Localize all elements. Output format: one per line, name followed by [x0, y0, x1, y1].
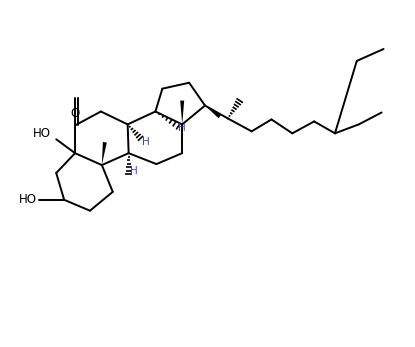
Polygon shape: [205, 105, 221, 118]
Polygon shape: [102, 142, 107, 165]
Text: H: H: [178, 124, 186, 133]
Text: HO: HO: [33, 127, 51, 140]
Text: HO: HO: [18, 193, 37, 206]
Text: H: H: [130, 166, 137, 176]
Text: O: O: [71, 107, 80, 119]
Polygon shape: [180, 101, 184, 124]
Text: H: H: [142, 137, 149, 147]
